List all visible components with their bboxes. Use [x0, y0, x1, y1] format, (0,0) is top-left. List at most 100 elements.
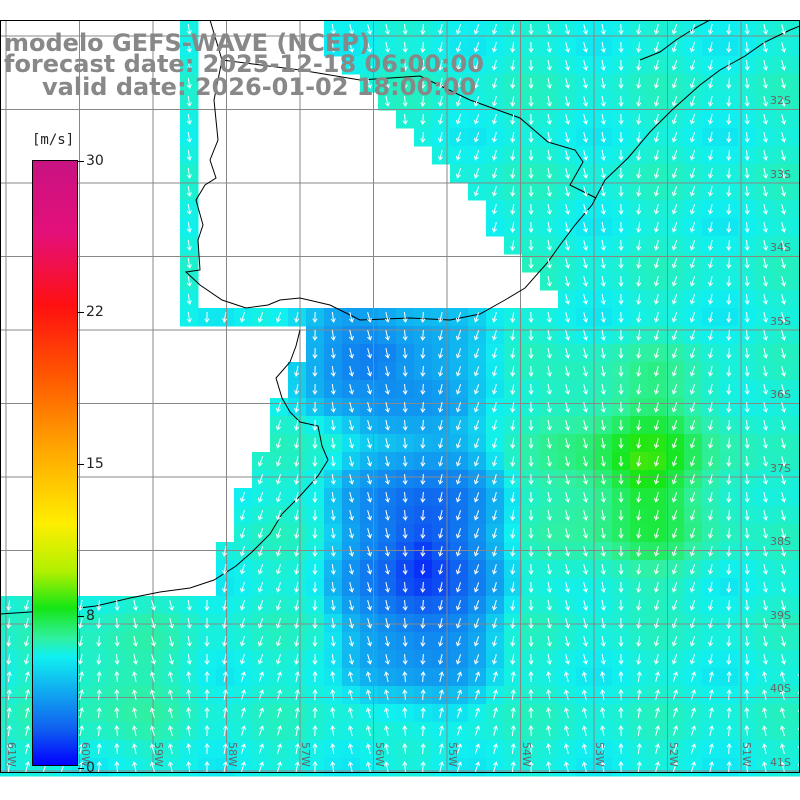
wind-arrow	[583, 240, 588, 251]
wind-arrow	[726, 23, 732, 35]
longitude-label: 54W	[519, 742, 533, 767]
wind-arrow	[708, 78, 714, 89]
wind-arrow	[583, 276, 588, 287]
wind-arrow	[671, 204, 678, 215]
longitude-label: 59W	[152, 742, 165, 767]
wind-arrow	[186, 167, 192, 179]
wind-arrow	[781, 96, 786, 107]
wind-arrow	[618, 131, 624, 143]
wind-arrow	[420, 113, 426, 125]
wind-arrow	[492, 204, 497, 215]
wind-arrow	[618, 95, 624, 107]
wind-arrow	[689, 186, 696, 197]
wind-arrow	[546, 59, 552, 71]
wind-arrow	[384, 42, 390, 53]
longitude-label: 60W	[78, 742, 92, 767]
wind-arrow	[438, 96, 444, 107]
wind-arrow	[528, 77, 534, 89]
wind-arrow	[492, 132, 497, 143]
wind-arrow	[636, 113, 642, 125]
wind-arrow	[565, 132, 570, 143]
wind-arrow	[726, 113, 732, 125]
wind-speed-cell	[792, 596, 800, 615]
wind-arrow	[510, 131, 516, 143]
wind-arrow	[744, 167, 750, 179]
wind-arrow	[583, 258, 588, 269]
wind-arrow	[492, 222, 497, 233]
wind-arrow	[671, 132, 678, 143]
wind-arrow	[636, 149, 642, 161]
coastline-brazil-north	[639, 19, 711, 61]
latitude-label: 34S	[770, 241, 791, 254]
wind-speed-cell	[792, 74, 800, 93]
wind-arrow	[565, 258, 570, 269]
wind-arrow	[438, 78, 444, 89]
wind-arrow	[455, 114, 462, 125]
wind-arrow	[781, 258, 786, 269]
wind-arrow	[744, 41, 750, 53]
wind-arrow	[583, 132, 588, 143]
wind-arrow	[762, 258, 768, 269]
coastline-argentina	[0, 329, 329, 615]
wind-arrow	[438, 114, 444, 125]
wind-arrow	[546, 77, 552, 89]
wind-arrow	[565, 150, 570, 161]
wind-arrow	[636, 185, 642, 197]
wind-arrow	[744, 95, 750, 107]
wind-arrow	[689, 24, 696, 35]
wind-arrow	[528, 95, 534, 107]
wind-arrow	[781, 78, 786, 89]
wind-arrow	[689, 132, 696, 143]
wind-arrow	[654, 150, 659, 161]
wind-arrow	[726, 59, 732, 71]
wind-speed-field	[0, 20, 800, 777]
wind-arrow	[420, 59, 426, 71]
wind-speed-cell	[792, 668, 800, 687]
wind-arrow	[671, 240, 678, 251]
wind-speed-cell	[792, 344, 800, 363]
wind-arrow	[708, 60, 714, 71]
wind-arrow	[762, 114, 768, 125]
wind-arrow	[565, 186, 570, 197]
wind-arrow	[636, 257, 642, 269]
wind-arrow	[330, 41, 336, 53]
wind-arrow	[546, 167, 552, 179]
wind-arrow	[671, 222, 678, 233]
wind-arrow	[689, 114, 696, 125]
wind-arrow	[600, 77, 606, 89]
wind-speed-cell	[792, 272, 800, 291]
wind-arrow	[348, 42, 354, 53]
longitude-label: 55W	[446, 742, 459, 767]
wind-arrow	[708, 186, 714, 197]
wind-arrow	[455, 132, 462, 143]
wind-speed-cell	[792, 146, 800, 165]
wind-arrow	[636, 23, 642, 35]
wind-arrow	[492, 168, 497, 179]
wind-arrow	[402, 113, 408, 125]
wind-arrow	[420, 41, 426, 53]
wind-arrow	[726, 257, 732, 269]
wind-arrow	[455, 24, 462, 35]
wind-arrow	[492, 150, 497, 161]
wind-arrow	[744, 131, 750, 143]
wind-arrow	[618, 149, 624, 161]
wind-arrow	[546, 131, 552, 143]
wind-arrow	[654, 222, 659, 233]
wind-arrow	[565, 24, 570, 35]
wind-speed-cell	[792, 398, 800, 417]
wind-arrow	[689, 150, 696, 161]
wind-speed-cell	[792, 200, 800, 219]
wind-arrow	[618, 167, 624, 179]
wind-arrow	[546, 149, 552, 161]
wind-arrow	[781, 114, 786, 125]
wind-arrow	[367, 24, 372, 35]
longitude-label: 58W	[225, 742, 239, 767]
wind-arrow	[654, 240, 659, 251]
wind-arrow	[708, 150, 714, 161]
wind-arrow	[528, 113, 534, 125]
wind-arrow	[600, 275, 606, 287]
wind-arrow	[565, 78, 570, 89]
wind-arrow	[600, 95, 606, 107]
wind-arrow	[367, 60, 372, 71]
wind-arrow	[726, 221, 732, 233]
